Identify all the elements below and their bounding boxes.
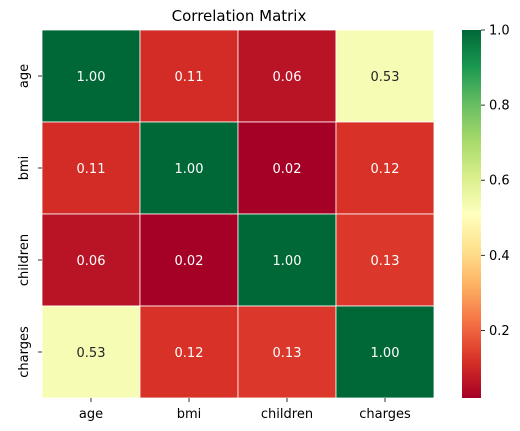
x-tick-label-age: age — [79, 407, 103, 422]
colorbar-tick-label: 0.8 — [489, 99, 510, 114]
cell-value-label: 0.11 — [77, 162, 106, 177]
heatmap-cell-age-children — [237, 29, 337, 123]
cell-value-label: 1.00 — [77, 70, 106, 85]
cell-value-label: 0.02 — [175, 254, 204, 269]
cell-value-label: 0.06 — [273, 70, 302, 85]
heatmap-cell-charges-age — [41, 305, 141, 399]
heatmap-cell-age-bmi — [139, 29, 239, 123]
cell-value-label: 0.06 — [77, 254, 106, 269]
cell-value-label: 1.00 — [273, 254, 302, 269]
x-tick-label-charges: charges — [359, 407, 411, 422]
y-tick-label-bmi: bmi — [17, 156, 32, 181]
x-tick-label-children: children — [261, 407, 313, 422]
y-tick-label-age: age — [17, 64, 32, 88]
heatmap-cell-charges-bmi — [139, 305, 239, 399]
colorbar: 0.2 0.4 0.6 0.8 1.0 — [462, 24, 510, 398]
chart-title: Correlation Matrix — [172, 7, 307, 25]
colorbar-tick-label: 1.0 — [489, 24, 510, 39]
heatmap-cell-bmi-bmi — [139, 121, 239, 215]
y-axis: age bmi children charges — [17, 64, 42, 378]
cell-value-label: 0.53 — [371, 70, 400, 85]
x-tick-label-bmi: bmi — [177, 407, 202, 422]
colorbar-tick-label: 0.4 — [489, 249, 510, 264]
cell-value-label: 0.11 — [175, 70, 204, 85]
heatmap-cells — [41, 29, 435, 399]
heatmap-cell-bmi-age — [41, 121, 141, 215]
cell-value-label: 0.53 — [77, 346, 106, 361]
heatmap-cell-charges-charges — [335, 305, 435, 399]
heatmap-cell-age-age — [41, 29, 141, 123]
cell-value-label: 1.00 — [175, 162, 204, 177]
heatmap-cell-children-bmi — [139, 213, 239, 307]
heatmap-cell-age-charges — [335, 29, 435, 123]
colorbar-tick-label: 0.6 — [489, 174, 510, 189]
cell-value-label: 0.13 — [371, 254, 400, 269]
heatmap-annotations: 1.00 0.11 0.06 0.53 0.11 1.00 0.02 0.12 0.06 0.02… — [77, 70, 400, 361]
heatmap-cell-bmi-charges — [335, 121, 435, 215]
colorbar-gradient — [462, 30, 481, 398]
cell-value-label: 0.13 — [273, 346, 302, 361]
x-axis: age bmi children charges — [79, 398, 411, 422]
cell-value-label: 1.00 — [371, 346, 400, 361]
cell-value-label: 0.02 — [273, 162, 302, 177]
colorbar-tick-label: 0.2 — [489, 324, 510, 339]
heatmap-cell-children-charges — [335, 213, 435, 307]
y-tick-label-charges: charges — [17, 326, 32, 378]
cell-value-label: 0.12 — [175, 346, 204, 361]
cell-value-label: 0.12 — [371, 162, 400, 177]
heatmap-cell-charges-children — [237, 305, 337, 399]
y-tick-label-children: children — [17, 234, 32, 286]
